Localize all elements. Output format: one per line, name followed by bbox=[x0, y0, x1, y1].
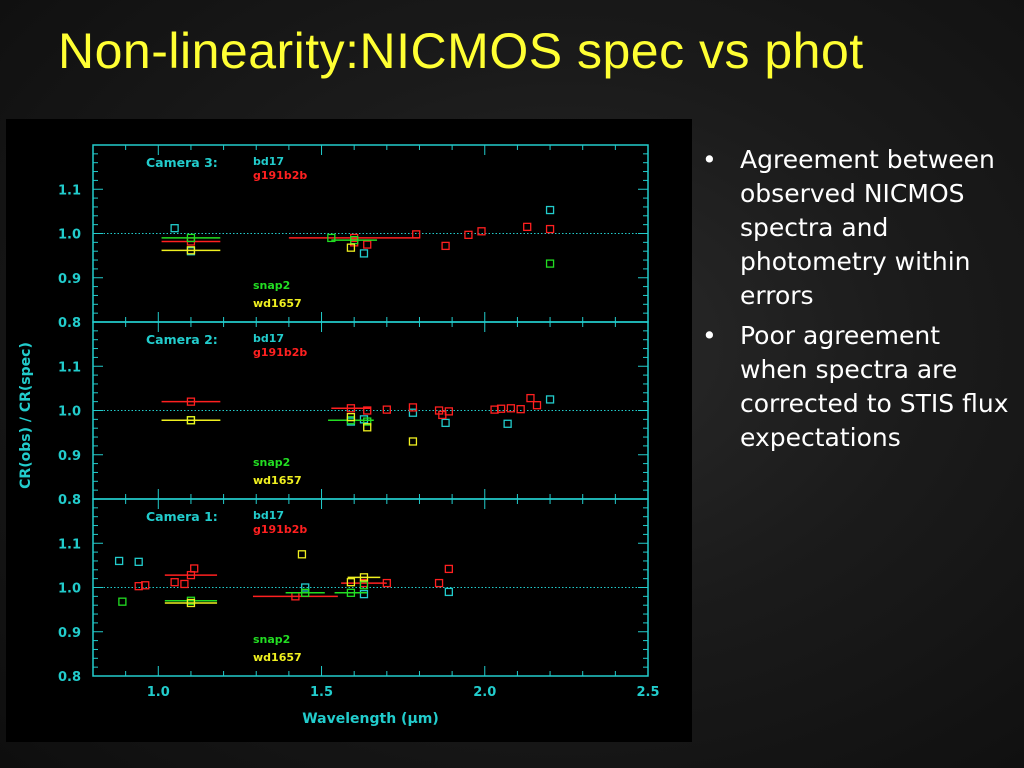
y-tick-label: 0.9 bbox=[58, 449, 81, 464]
slide-title: Non-linearity:NICMOS spec vs phot bbox=[58, 23, 864, 79]
x-tick-label: 1.0 bbox=[147, 685, 170, 700]
y-axis-label: CR(obs) / CR(spec) bbox=[18, 342, 34, 489]
y-tick-label: 1.1 bbox=[58, 183, 81, 198]
data-point bbox=[523, 222, 532, 232]
data-point bbox=[346, 404, 356, 413]
data-point bbox=[186, 246, 196, 255]
data-point bbox=[408, 403, 418, 412]
bullet-text: Agreement between observed NICMOS spectr… bbox=[740, 145, 995, 310]
data-point bbox=[444, 407, 454, 416]
data-point bbox=[464, 230, 473, 239]
data-point bbox=[382, 578, 391, 588]
y-tick-label: 1.1 bbox=[58, 360, 81, 375]
legend-entry: wd1657 bbox=[253, 651, 302, 664]
legend-entry: g191b2b bbox=[253, 169, 307, 182]
bullet-text: Poor agreement when spectra are correcte… bbox=[740, 321, 1009, 452]
legend-entry: bd17 bbox=[253, 332, 284, 345]
y-tick-label: 0.8 bbox=[58, 316, 81, 331]
legend-entry: snap2 bbox=[253, 633, 290, 646]
data-point bbox=[114, 556, 124, 566]
data-point bbox=[408, 437, 418, 446]
data-point bbox=[346, 578, 356, 587]
data-point bbox=[301, 588, 310, 597]
data-point bbox=[141, 581, 150, 590]
data-point bbox=[346, 588, 356, 597]
data-point bbox=[503, 419, 512, 428]
data-point bbox=[444, 564, 454, 574]
data-point bbox=[516, 405, 525, 414]
legend-entry: g191b2b bbox=[253, 523, 307, 536]
data-point bbox=[545, 205, 555, 215]
data-point bbox=[545, 395, 555, 404]
data-point bbox=[346, 412, 356, 422]
legend-entry: wd1657 bbox=[253, 474, 302, 487]
data-point bbox=[412, 230, 421, 239]
data-point bbox=[134, 557, 143, 566]
x-tick-label: 2.5 bbox=[636, 685, 659, 700]
x-tick-label: 1.5 bbox=[310, 685, 333, 700]
bullet-dot-icon: • bbox=[702, 321, 717, 350]
data-point bbox=[545, 259, 555, 268]
data-point bbox=[118, 597, 127, 606]
y-tick-label: 1.0 bbox=[58, 582, 81, 597]
panel-label: Camera 1: bbox=[146, 509, 218, 524]
y-tick-label: 0.8 bbox=[58, 493, 81, 508]
y-tick-label: 0.9 bbox=[58, 272, 81, 287]
data-point bbox=[301, 583, 310, 592]
data-point bbox=[444, 587, 454, 597]
data-point bbox=[532, 401, 542, 410]
legend-entry: wd1657 bbox=[253, 297, 302, 310]
y-tick-label: 0.8 bbox=[58, 670, 81, 685]
data-point bbox=[363, 240, 372, 249]
data-point bbox=[346, 243, 356, 252]
data-point bbox=[477, 227, 486, 236]
legend-entry: g191b2b bbox=[253, 346, 307, 359]
data-point bbox=[363, 406, 372, 415]
data-point bbox=[496, 404, 506, 413]
data-point bbox=[186, 416, 196, 425]
data-point bbox=[441, 418, 450, 428]
data-point bbox=[441, 241, 450, 251]
bullet-item: • Agreement between observed NICMOS spec… bbox=[702, 143, 1012, 313]
data-point bbox=[526, 393, 535, 403]
data-point bbox=[186, 397, 196, 406]
data-point bbox=[434, 578, 444, 588]
y-tick-label: 0.9 bbox=[58, 626, 81, 641]
legend-entry: snap2 bbox=[253, 456, 290, 469]
x-tick-label: 2.0 bbox=[473, 685, 496, 700]
y-tick-label: 1.0 bbox=[58, 405, 81, 420]
data-point bbox=[359, 589, 369, 599]
data-point bbox=[327, 233, 336, 243]
y-tick-label: 1.1 bbox=[58, 537, 81, 552]
data-point bbox=[170, 224, 179, 233]
legend-entry: bd17 bbox=[253, 509, 284, 522]
data-point bbox=[359, 249, 369, 258]
bullet-list: • Agreement between observed NICMOS spec… bbox=[702, 143, 1012, 461]
legend-entry: bd17 bbox=[253, 155, 284, 168]
panel-label: Camera 3: bbox=[146, 155, 218, 170]
data-point bbox=[363, 417, 372, 426]
data-point bbox=[190, 564, 199, 573]
data-point bbox=[408, 408, 418, 417]
bullet-item: • Poor agreement when spectra are correc… bbox=[702, 319, 1012, 455]
data-point bbox=[180, 579, 189, 589]
data-point bbox=[363, 423, 372, 432]
data-point bbox=[359, 581, 369, 590]
data-point bbox=[186, 598, 196, 608]
data-point bbox=[297, 550, 307, 559]
data-point bbox=[170, 578, 179, 587]
data-point bbox=[359, 573, 369, 582]
chart-panel: 0.8 0.9 1.0 1.1 Camera 3: bd17 g191b2b snap2 wd1… bbox=[6, 119, 692, 742]
x-axis-label: Wavelength (μm) bbox=[302, 711, 439, 727]
data-point bbox=[506, 404, 516, 413]
data-point bbox=[382, 405, 391, 414]
y-tick-label: 1.0 bbox=[58, 228, 81, 243]
data-point bbox=[545, 224, 555, 234]
bullet-dot-icon: • bbox=[702, 145, 717, 174]
data-point bbox=[186, 233, 196, 243]
legend-entry: snap2 bbox=[253, 279, 290, 292]
panel-label: Camera 2: bbox=[146, 332, 218, 347]
